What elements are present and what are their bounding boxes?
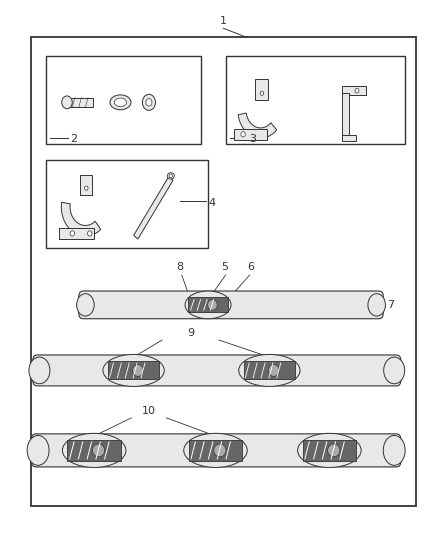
- Ellipse shape: [260, 91, 264, 95]
- Ellipse shape: [88, 231, 92, 236]
- Ellipse shape: [268, 365, 279, 376]
- Ellipse shape: [103, 354, 164, 386]
- Ellipse shape: [208, 300, 217, 310]
- FancyBboxPatch shape: [244, 361, 295, 379]
- Ellipse shape: [132, 365, 143, 376]
- FancyBboxPatch shape: [342, 93, 349, 139]
- Ellipse shape: [184, 433, 247, 467]
- Text: 7: 7: [387, 300, 394, 310]
- Text: 1: 1: [220, 15, 227, 26]
- FancyBboxPatch shape: [46, 160, 208, 248]
- FancyBboxPatch shape: [68, 98, 93, 107]
- FancyBboxPatch shape: [226, 56, 405, 144]
- Ellipse shape: [241, 132, 245, 137]
- FancyBboxPatch shape: [33, 355, 401, 386]
- Ellipse shape: [384, 357, 405, 384]
- Ellipse shape: [110, 95, 131, 110]
- Text: 10: 10: [142, 406, 156, 416]
- Ellipse shape: [92, 444, 105, 457]
- Ellipse shape: [368, 294, 385, 316]
- Text: 2: 2: [70, 134, 77, 143]
- Ellipse shape: [169, 174, 173, 178]
- FancyBboxPatch shape: [303, 440, 356, 461]
- Polygon shape: [134, 176, 173, 239]
- FancyBboxPatch shape: [59, 228, 94, 239]
- Ellipse shape: [114, 98, 127, 107]
- Ellipse shape: [383, 435, 405, 465]
- FancyBboxPatch shape: [46, 56, 201, 144]
- Ellipse shape: [62, 96, 72, 109]
- FancyBboxPatch shape: [79, 291, 383, 319]
- Text: 9: 9: [187, 328, 194, 338]
- FancyBboxPatch shape: [255, 79, 268, 100]
- Ellipse shape: [146, 99, 152, 106]
- Text: 3: 3: [250, 134, 257, 143]
- Ellipse shape: [214, 444, 226, 457]
- Ellipse shape: [142, 94, 155, 110]
- Text: 6: 6: [247, 262, 254, 272]
- FancyBboxPatch shape: [67, 440, 121, 461]
- Ellipse shape: [27, 435, 49, 465]
- Text: 4: 4: [208, 198, 215, 207]
- Ellipse shape: [70, 231, 74, 236]
- FancyBboxPatch shape: [188, 297, 228, 312]
- FancyBboxPatch shape: [108, 361, 159, 379]
- Ellipse shape: [297, 433, 361, 467]
- Ellipse shape: [355, 88, 359, 93]
- Ellipse shape: [77, 294, 94, 316]
- Ellipse shape: [239, 354, 300, 386]
- Ellipse shape: [85, 186, 88, 190]
- Text: 8: 8: [176, 262, 183, 272]
- FancyBboxPatch shape: [189, 440, 242, 461]
- Polygon shape: [61, 202, 101, 236]
- FancyBboxPatch shape: [342, 135, 356, 141]
- FancyBboxPatch shape: [342, 86, 366, 95]
- Ellipse shape: [167, 173, 174, 179]
- Polygon shape: [238, 113, 277, 138]
- Text: 5: 5: [221, 262, 228, 272]
- FancyBboxPatch shape: [234, 129, 267, 140]
- Ellipse shape: [29, 357, 50, 384]
- FancyBboxPatch shape: [31, 37, 416, 506]
- Ellipse shape: [185, 291, 231, 319]
- Ellipse shape: [328, 444, 340, 457]
- FancyBboxPatch shape: [80, 175, 92, 195]
- Ellipse shape: [63, 433, 126, 467]
- FancyBboxPatch shape: [32, 434, 401, 467]
